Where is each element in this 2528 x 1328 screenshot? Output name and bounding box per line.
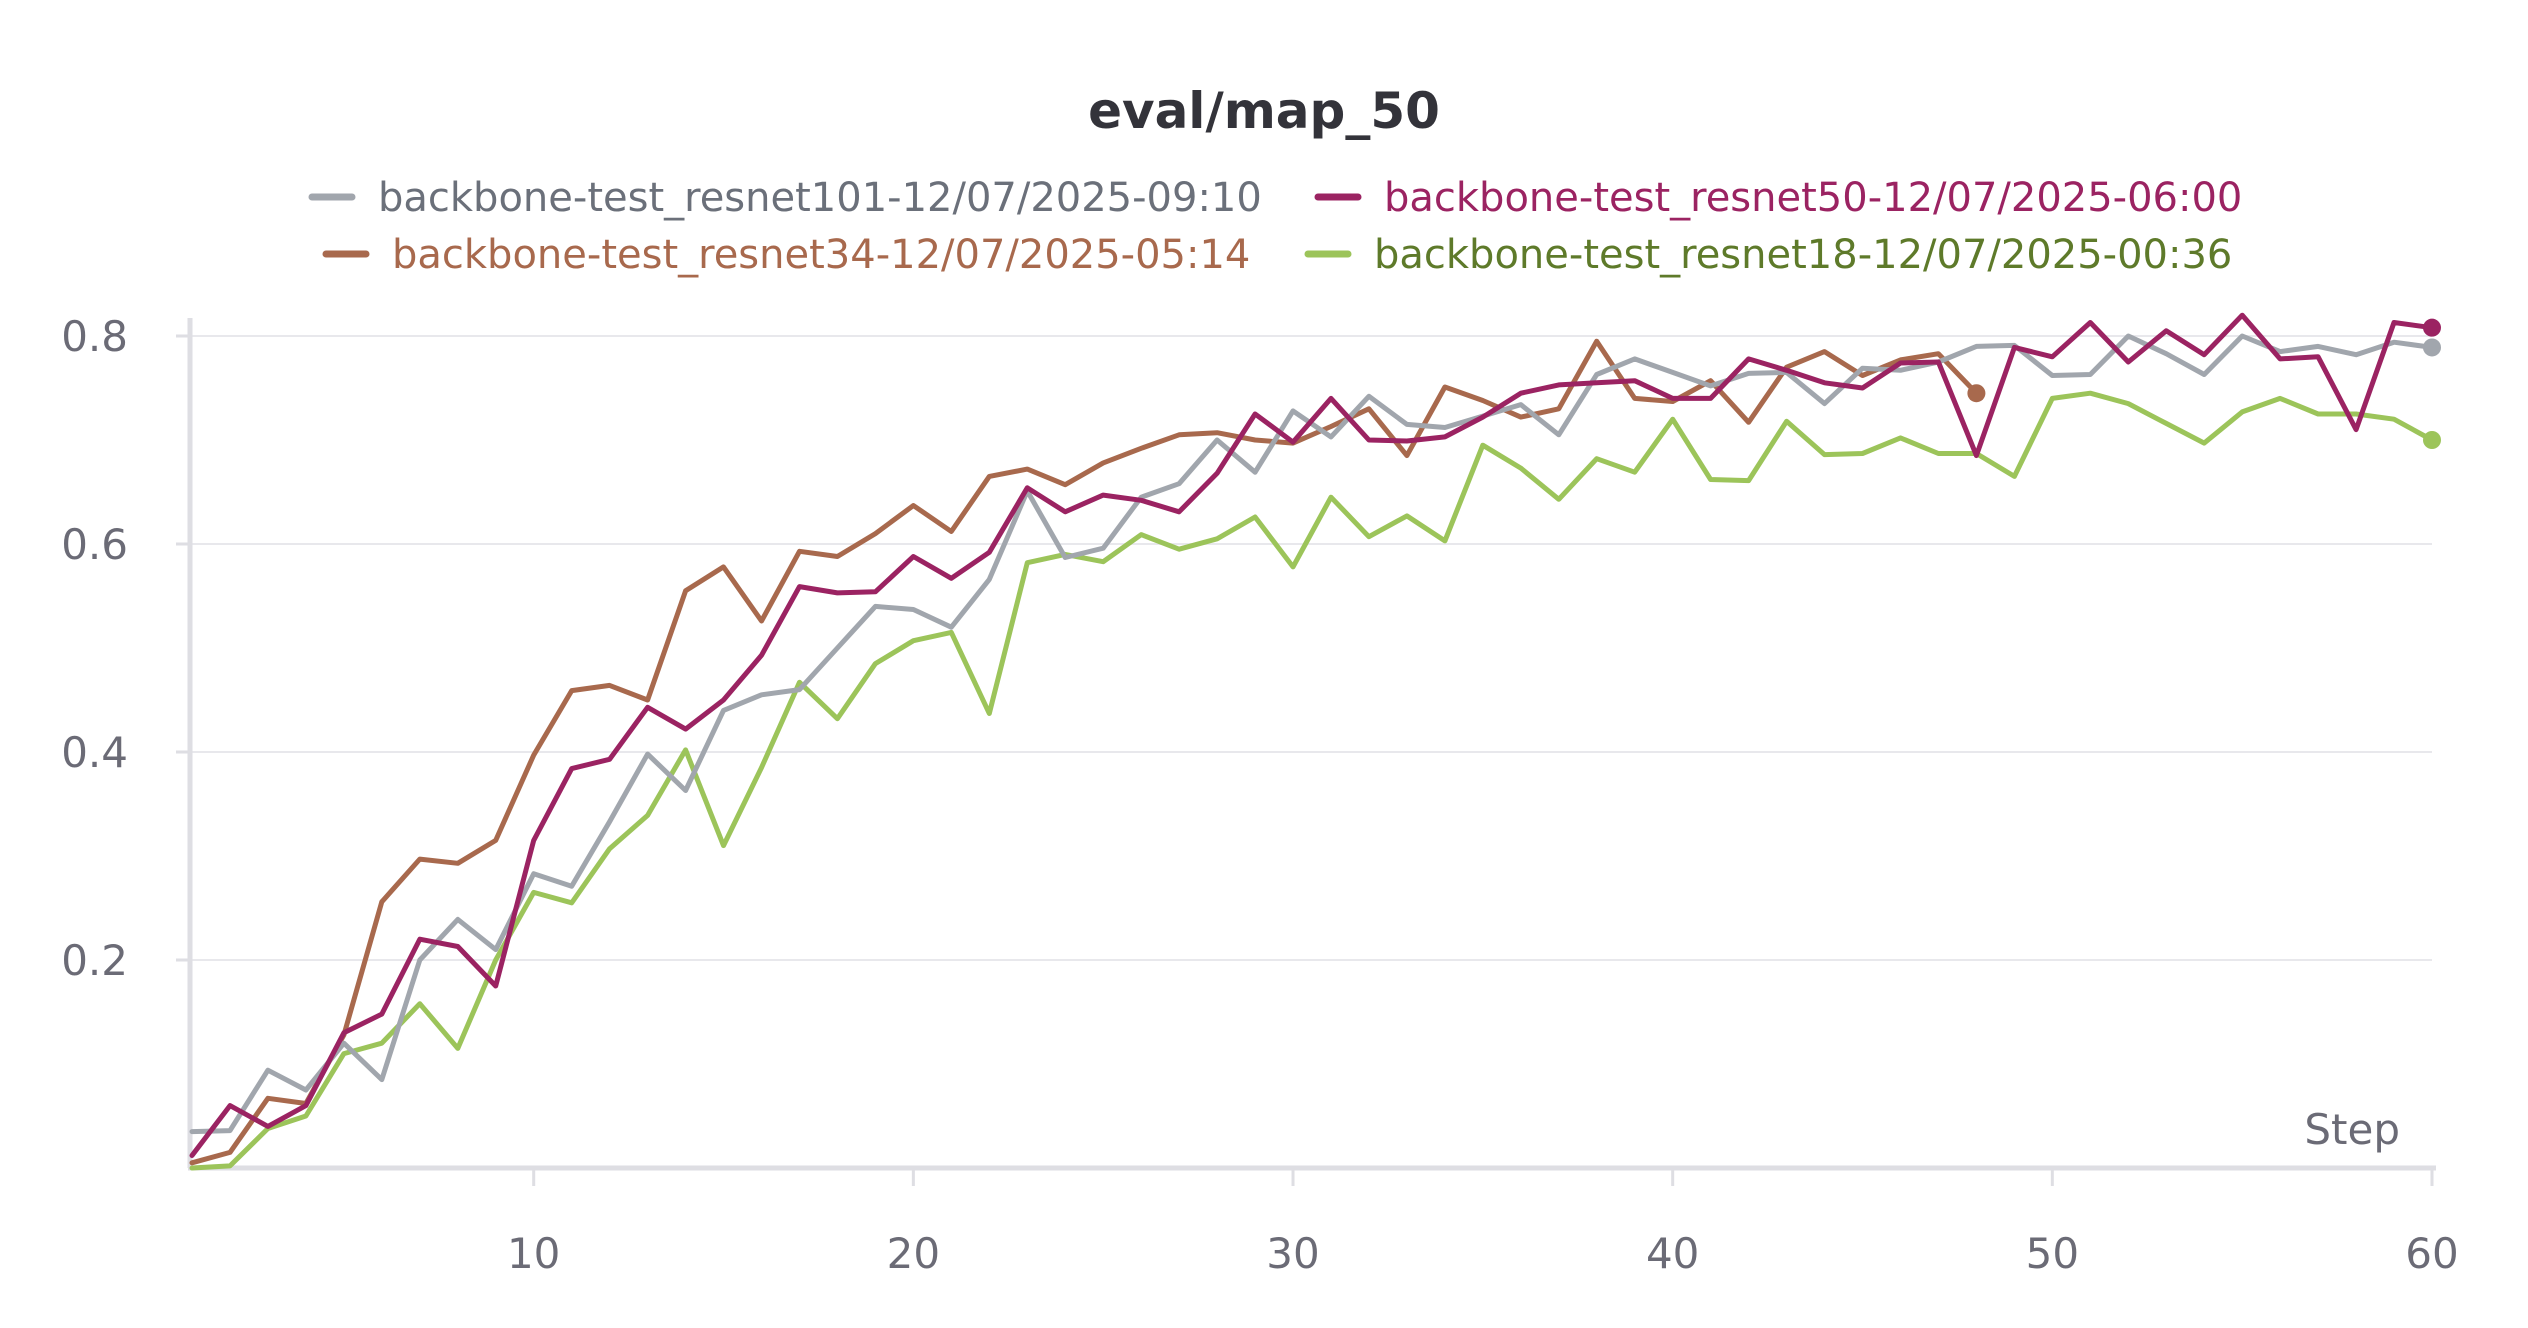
x-axis-title: Step (2304, 1105, 2400, 1154)
x-tick-label: 60 (2405, 1229, 2458, 1278)
legend-label: backbone-test_resnet101-12/07/2025-09:10 (378, 175, 1262, 221)
series-end-point-3 (2423, 431, 2441, 449)
series-line-1 (189, 312, 2435, 1158)
grid-lines: 0.2 0.4 0.6 0.8 (61, 312, 2432, 985)
series-line-3 (189, 390, 2435, 1171)
series-end-point-2 (1967, 384, 1986, 403)
series-end-point-0 (2423, 338, 2441, 357)
y-tick-label: 0.4 (61, 728, 128, 777)
x-tick-label: 30 (1266, 1229, 1319, 1278)
legend: backbone-test_resnet101-12/07/2025-09:10… (308, 175, 2242, 278)
y-tick-label: 0.2 (61, 936, 128, 985)
series-end-point-1 (2423, 318, 2441, 337)
legend-label: backbone-test_resnet50-12/07/2025-06:00 (1384, 175, 2242, 221)
axes: 10 20 30 40 50 60 (187, 318, 2459, 1278)
series-line-0 (189, 333, 2435, 1135)
x-tick-label: 40 (1646, 1229, 1699, 1278)
x-tick-label: 50 (2026, 1229, 2079, 1278)
chart-title: eval/map_50 (1088, 82, 1440, 140)
legend-label: backbone-test_resnet34-12/07/2025-05:14 (392, 232, 1250, 278)
x-tick-label: 10 (507, 1229, 560, 1278)
x-tick-label: 20 (887, 1229, 940, 1278)
y-tick-label: 0.6 (61, 520, 128, 569)
y-tick-label: 0.8 (61, 312, 128, 361)
series-layer (189, 312, 2441, 1171)
legend-label: backbone-test_resnet18-12/07/2025-00:36 (1374, 232, 2232, 278)
